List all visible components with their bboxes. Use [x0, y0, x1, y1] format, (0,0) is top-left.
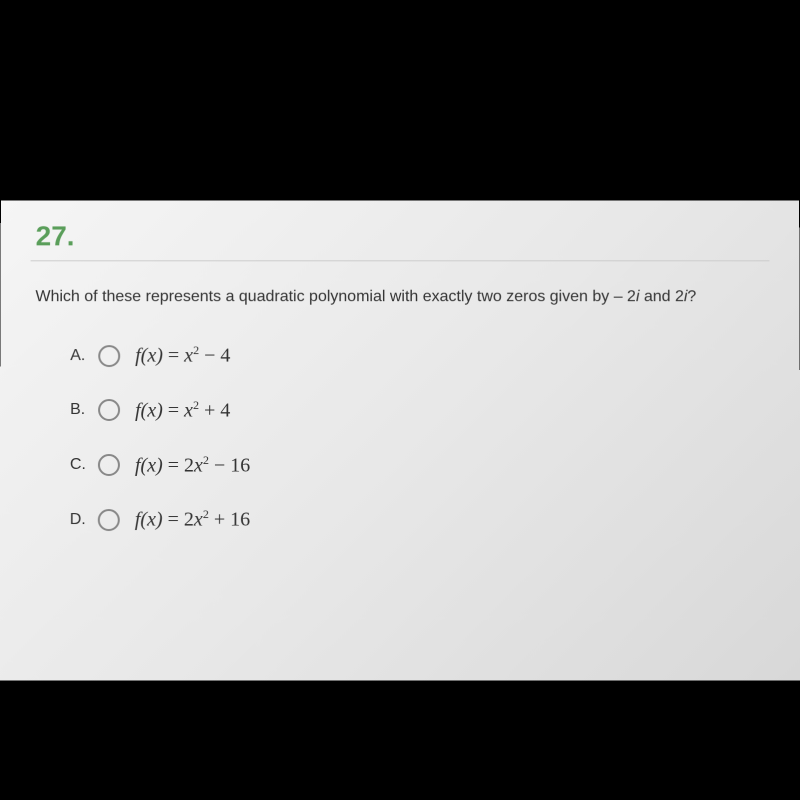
- formula-x: x: [184, 400, 193, 422]
- radio-icon[interactable]: [98, 454, 120, 476]
- formula-eq: =: [163, 345, 184, 367]
- formula-rest: + 4: [199, 400, 230, 422]
- formula-fx: f(x): [135, 400, 163, 422]
- quiz-screen: 27. Which of these represents a quadrati…: [0, 201, 800, 681]
- question-text-suffix: ?: [687, 288, 696, 305]
- option-letter-d: D.: [70, 511, 90, 529]
- option-letter-c: C.: [70, 456, 90, 474]
- option-d[interactable]: D. f(x) = 2x2 + 16: [70, 507, 771, 532]
- question-text: Which of these represents a quadratic po…: [30, 286, 769, 308]
- option-formula-a: f(x) = x2 − 4: [135, 343, 230, 368]
- formula-rest: − 4: [199, 345, 230, 367]
- formula-fx: f(x): [135, 345, 163, 367]
- question-text-prefix: Which of these represents a quadratic po…: [35, 288, 635, 305]
- formula-rest: − 16: [209, 454, 250, 476]
- question-number: 27.: [31, 220, 770, 252]
- divider: [31, 260, 770, 261]
- formula-fx: f(x): [135, 509, 163, 531]
- formula-eq: = 2: [163, 454, 194, 476]
- radio-icon[interactable]: [98, 399, 120, 421]
- formula-x: x: [194, 509, 203, 531]
- option-letter-b: B.: [70, 401, 90, 419]
- formula-rest: + 16: [209, 509, 250, 531]
- formula-x: x: [184, 345, 193, 367]
- option-a[interactable]: A. f(x) = x2 − 4: [70, 343, 770, 368]
- option-formula-b: f(x) = x2 + 4: [135, 398, 230, 423]
- option-b[interactable]: B. f(x) = x2 + 4: [70, 398, 770, 423]
- formula-x: x: [194, 454, 203, 476]
- formula-eq: = 2: [163, 509, 194, 531]
- formula-fx: f(x): [135, 454, 163, 476]
- option-c[interactable]: C. f(x) = 2x2 − 16: [70, 453, 770, 478]
- option-formula-c: f(x) = 2x2 − 16: [135, 453, 250, 478]
- radio-icon[interactable]: [98, 509, 120, 531]
- radio-icon[interactable]: [98, 345, 120, 367]
- formula-eq: =: [163, 400, 184, 422]
- question-text-mid: and 2: [639, 288, 683, 305]
- option-formula-d: f(x) = 2x2 + 16: [135, 507, 250, 532]
- options-container: A. f(x) = x2 − 4 B. f(x) = x2 + 4 C. f(x…: [30, 343, 771, 532]
- option-letter-a: A.: [70, 347, 90, 365]
